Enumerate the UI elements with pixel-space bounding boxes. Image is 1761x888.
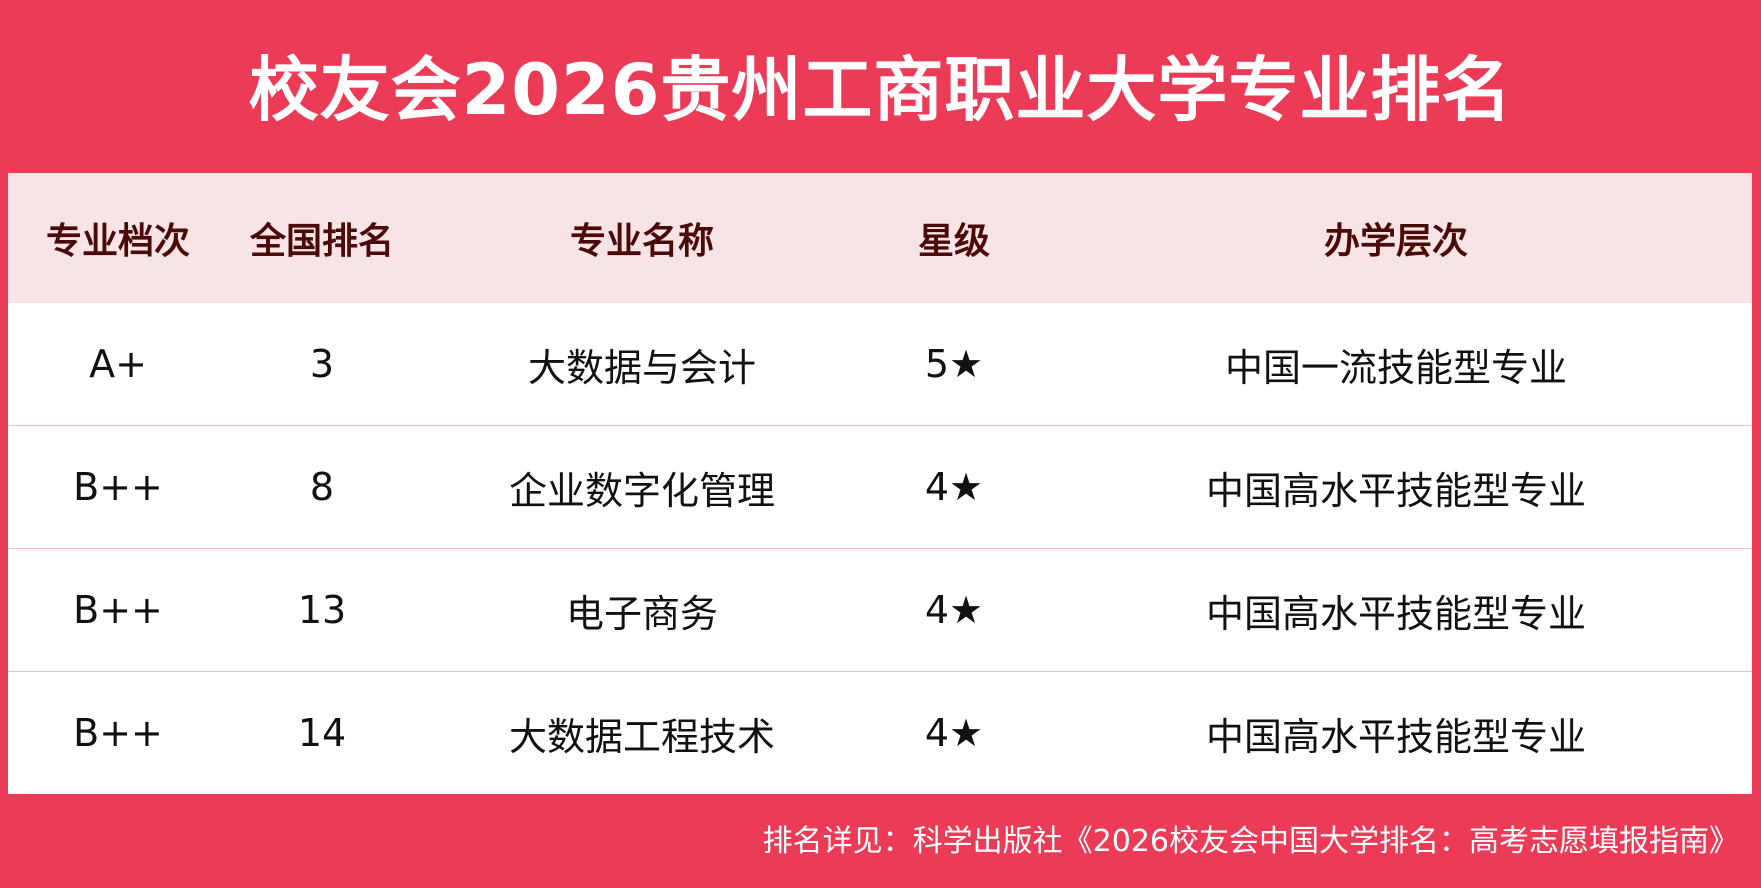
header-cell: 专业名称 — [569, 221, 714, 262]
table-cell: 大数据工程技术 — [508, 714, 775, 759]
table-cell: 大数据与会计 — [527, 345, 756, 390]
table-cell: 中国高水平技能型专业 — [1205, 591, 1586, 636]
header-cell: 全国排名 — [249, 221, 394, 262]
table-row: A+ 3 大数据与会计 5★ 中国一流技能型专业 — [8, 303, 1752, 426]
header-cell: 专业档次 — [45, 221, 190, 262]
table-cell: 电子商务 — [565, 591, 718, 636]
table-cell: 14 — [297, 711, 347, 755]
table-cell: A+ — [89, 342, 147, 386]
page-title: 校友会2026贵州工商职业大学专业排名 — [248, 49, 1513, 131]
table-cell: 中国一流技能型专业 — [1224, 345, 1567, 390]
table-cell: 中国高水平技能型专业 — [1205, 714, 1586, 759]
table-cell: 3 — [309, 342, 335, 386]
table-cell: B++ — [73, 711, 163, 755]
table-cell: 4★ — [924, 465, 984, 509]
table-cell: 企业数字化管理 — [508, 468, 775, 513]
table-row: B++ 13 电子商务 4★ 中国高水平技能型专业 — [8, 549, 1752, 672]
table-cell: 8 — [309, 465, 335, 509]
ranking-table: 专业档次 全国排名 专业名称 星级 办学层次 A+ 3 大数据与会计 5★ 中国一流技能… — [8, 173, 1752, 794]
table-cell: B++ — [73, 588, 163, 632]
table-cell: 13 — [297, 588, 347, 632]
table-cell: 4★ — [924, 588, 984, 632]
table-cell: 中国高水平技能型专业 — [1205, 468, 1586, 513]
table-row: B++ 8 企业数字化管理 4★ 中国高水平技能型专业 — [8, 426, 1752, 549]
table-header: 专业档次 全国排名 专业名称 星级 办学层次 — [8, 173, 1752, 303]
table-cell: 4★ — [924, 711, 984, 755]
source-note: 排名详见：科学出版社《2026校友会中国大学排名：高考志愿填报指南》 — [762, 824, 1739, 859]
table-row: B++ 14 大数据工程技术 4★ 中国高水平技能型专业 — [8, 672, 1752, 794]
header-cell: 星级 — [917, 221, 990, 262]
table-cell: 5★ — [924, 342, 984, 386]
table-cell: B++ — [73, 465, 163, 509]
header-cell: 办学层次 — [1323, 221, 1468, 262]
